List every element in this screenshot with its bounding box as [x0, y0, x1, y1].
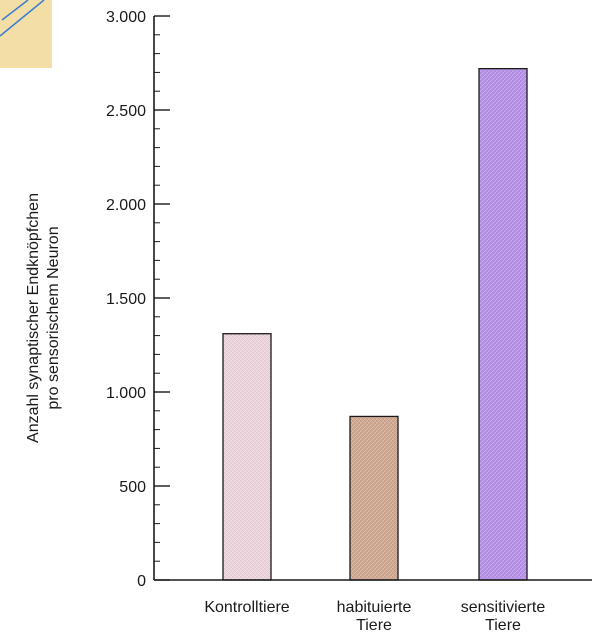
- corner-decoration: [0, 0, 52, 68]
- y-tick-label: 1.500: [106, 291, 146, 308]
- y-tick-label: 1.000: [106, 385, 146, 402]
- y-axis: 0 500 1.000 1.500 2.000 2.500 3.000: [106, 9, 170, 590]
- y-axis-title-line-1: Anzahl synaptischer Endknöpfchen: [25, 193, 42, 443]
- bar: [478, 67, 528, 581]
- y-axis-title: Anzahl synaptischer Endknöpfchen pro sen…: [25, 193, 62, 443]
- y-tick-label: 500: [119, 479, 146, 496]
- y-axis-title-line-2: pro sensorischem Neuron: [45, 226, 62, 409]
- y-tick-label: 3.000: [106, 9, 146, 26]
- x-axis: Kontrolltiere habituierteTieresensitivier…: [154, 579, 592, 634]
- bar: [222, 333, 272, 581]
- y-tick-label: 2.500: [106, 103, 146, 120]
- bars: [222, 67, 528, 581]
- x-category-label: Tiere: [485, 617, 521, 634]
- corner-stripe: [1, 0, 29, 21]
- x-category-label: Kontrolltiere: [204, 599, 289, 616]
- y-tick-label: 0: [137, 573, 146, 590]
- corner-stripe: [0, 0, 45, 37]
- x-category-label: habituierte: [337, 599, 412, 616]
- y-tick-label: 2.000: [106, 197, 146, 214]
- corner-swatch: [0, 0, 52, 68]
- bar: [349, 415, 399, 581]
- x-category-label: sensitivierte: [461, 599, 546, 616]
- x-category-label: Tiere: [356, 617, 392, 634]
